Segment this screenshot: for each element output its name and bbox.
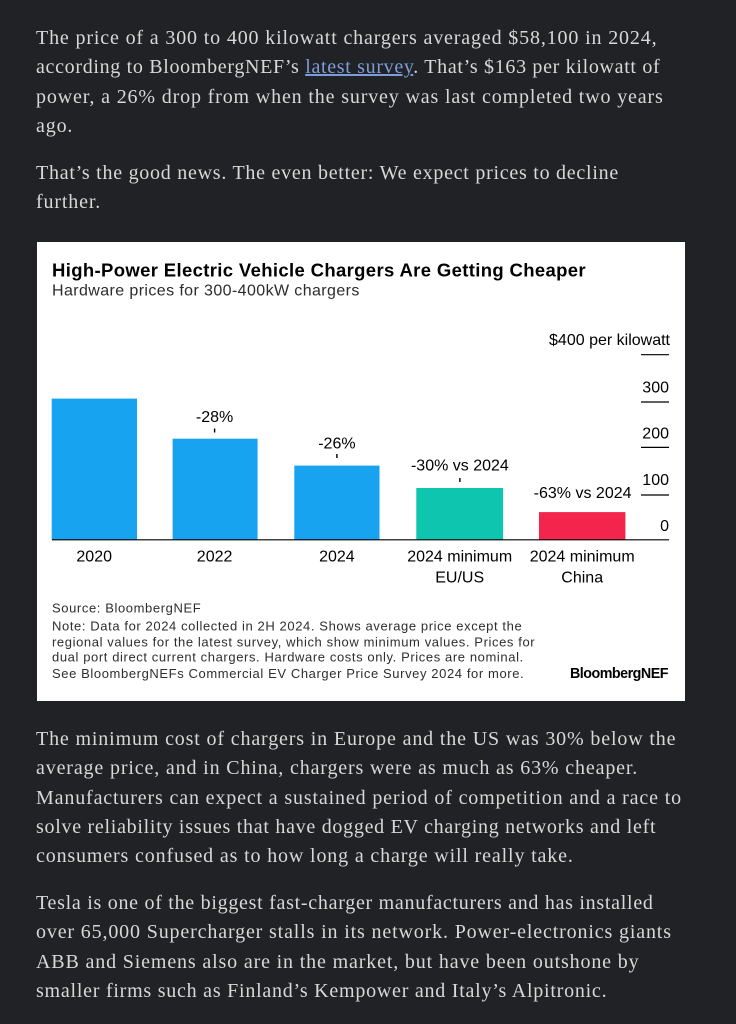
svg-text:Hardware prices for 300-400kW: Hardware prices for 300-400kW chargers <box>52 283 360 300</box>
svg-text:BloombergNEF: BloombergNEF <box>570 666 669 682</box>
svg-text:2024 minimum: 2024 minimum <box>530 548 635 565</box>
svg-text:Note: Data for 2024 collected: Note: Data for 2024 collected in 2H 2024… <box>52 618 522 633</box>
svg-text:$400 per kilowatt: $400 per kilowatt <box>549 332 671 349</box>
svg-text:-63% vs 2024: -63% vs 2024 <box>534 485 632 502</box>
svg-text:0: 0 <box>660 518 669 535</box>
svg-text:-28%: -28% <box>196 409 233 426</box>
svg-text:See BloombergNEFs Commercial E: See BloombergNEFs Commercial EV Charger … <box>52 666 524 681</box>
svg-text:regional values for the latest: regional values for the latest survey, w… <box>52 635 535 650</box>
svg-text:2024: 2024 <box>319 548 355 565</box>
svg-text:Source: BloombergNEF: Source: BloombergNEF <box>52 600 201 615</box>
svg-text:EU/US: EU/US <box>435 570 484 587</box>
svg-text:-26%: -26% <box>318 436 355 453</box>
svg-text:-30% vs 2024: -30% vs 2024 <box>411 458 509 475</box>
svg-text:300: 300 <box>642 380 669 397</box>
svg-text:High-Power Electric Vehicle Ch: High-Power Electric Vehicle Chargers Are… <box>52 260 586 281</box>
svg-text:China: China <box>561 570 603 587</box>
svg-text:2020: 2020 <box>76 548 112 565</box>
svg-text:100: 100 <box>642 472 669 489</box>
svg-text:dual port direct current charg: dual port direct current chargers. Hardw… <box>52 650 524 665</box>
svg-text:200: 200 <box>642 426 669 443</box>
svg-text:2024 minimum: 2024 minimum <box>407 548 512 565</box>
svg-text:2022: 2022 <box>197 548 233 565</box>
